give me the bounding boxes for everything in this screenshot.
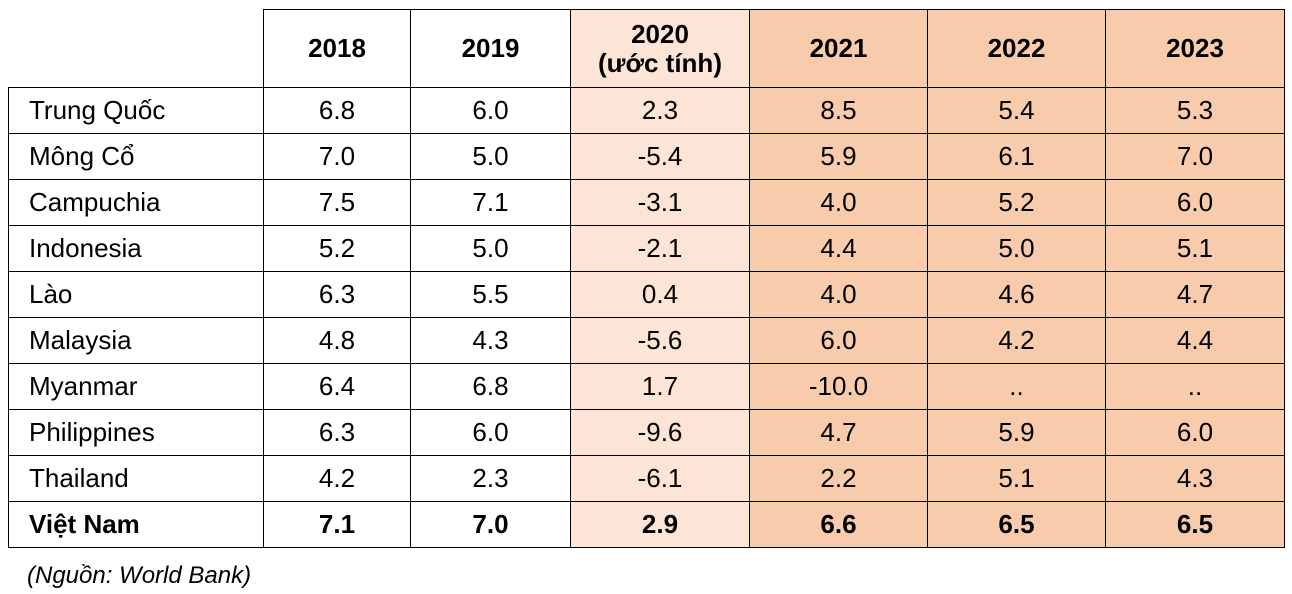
growth-value-cell: 4.2	[927, 317, 1106, 364]
growth-value-cell: 5.2	[927, 179, 1106, 226]
growth-value-cell: 6.8	[410, 363, 571, 410]
growth-value-cell: 2.3	[410, 455, 571, 502]
growth-value-cell: 4.7	[749, 409, 928, 456]
country-name: Malaysia	[8, 317, 264, 364]
growth-value-cell: 5.5	[410, 271, 571, 318]
growth-value-cell: 7.0	[410, 501, 571, 548]
growth-value-cell: 5.2	[263, 225, 411, 272]
header-corner	[8, 9, 264, 88]
growth-value-cell: 6.6	[749, 501, 928, 548]
table-body: Trung Quốc 6.8 6.0 2.3 8.5 5.4 5.3 Mông Cổ 7.0 5.…	[8, 87, 1285, 548]
table-row: Indonesia 5.2 5.0 -2.1 4.4 5.0 5.1	[8, 225, 1285, 272]
growth-value-cell: 6.5	[927, 501, 1106, 548]
growth-value-cell: 5.0	[927, 225, 1106, 272]
growth-value-cell: 5.9	[749, 133, 928, 180]
growth-value-cell: -2.1	[570, 225, 750, 272]
country-name: Philippines	[8, 409, 264, 456]
country-name: Indonesia	[8, 225, 264, 272]
growth-value-cell: 6.0	[1105, 409, 1285, 456]
growth-value-cell: 7.1	[410, 179, 571, 226]
growth-value-cell: 4.6	[927, 271, 1106, 318]
growth-value-cell: -6.1	[570, 455, 750, 502]
growth-value-cell: 6.0	[410, 409, 571, 456]
growth-value-cell: 5.9	[927, 409, 1106, 456]
col-header-2020: 2020 (ước tính)	[570, 9, 750, 88]
growth-value-cell: 7.0	[1105, 133, 1285, 180]
table-row: Mông Cổ 7.0 5.0 -5.4 5.9 6.1 7.0	[8, 133, 1285, 180]
table-row: Myanmar 6.4 6.8 1.7 -10.0....	[8, 363, 1285, 410]
growth-value-cell: ..	[927, 363, 1106, 410]
growth-value-cell: 6.0	[1105, 179, 1285, 226]
country-name: Trung Quốc	[8, 87, 264, 134]
gdp-growth-table: 2018 2019 2020 (ước tính) 2021 2022 2023…	[8, 9, 1285, 548]
growth-value-cell: 4.3	[410, 317, 571, 364]
country-name: Mông Cổ	[8, 133, 264, 180]
growth-value-cell: 5.4	[927, 87, 1106, 134]
growth-value-cell: 4.0	[749, 271, 928, 318]
growth-value-cell: 6.1	[927, 133, 1106, 180]
col-header-2018: 2018	[263, 9, 411, 88]
country-name: Việt Nam	[8, 501, 264, 548]
growth-value-cell: -9.6	[570, 409, 750, 456]
col-header-2023: 2023	[1105, 9, 1285, 88]
source-note: (Nguồn: World Bank)	[27, 562, 252, 589]
growth-value-cell: -5.6	[570, 317, 750, 364]
growth-value-cell: 4.4	[1105, 317, 1285, 364]
table-row: Việt Nam 7.1 7.0 2.9 6.6 6.5 6.5	[8, 501, 1285, 548]
growth-value-cell: 6.3	[263, 409, 411, 456]
table-row: Campuchia 7.5 7.1 -3.1 4.0 5.2 6.0	[8, 179, 1285, 226]
growth-value-cell: 4.8	[263, 317, 411, 364]
growth-value-cell: 6.0	[749, 317, 928, 364]
growth-value-cell: 5.1	[1105, 225, 1285, 272]
country-name: Myanmar	[8, 363, 264, 410]
growth-value-cell: 7.0	[263, 133, 411, 180]
growth-value-cell: 6.3	[263, 271, 411, 318]
country-name: Thailand	[8, 455, 264, 502]
growth-value-cell: 4.4	[749, 225, 928, 272]
col-header-2019: 2019	[410, 9, 571, 88]
growth-value-cell: -3.1	[570, 179, 750, 226]
growth-value-cell: -10.0	[749, 363, 928, 410]
country-name: Campuchia	[8, 179, 264, 226]
growth-value-cell: 5.3	[1105, 87, 1285, 134]
growth-value-cell: 6.8	[263, 87, 411, 134]
growth-value-cell: 2.2	[749, 455, 928, 502]
growth-value-cell: 0.4	[570, 271, 750, 318]
growth-value-cell: ..	[1105, 363, 1285, 410]
header-row: 2018 2019 2020 (ước tính) 2021 2022 2023	[8, 9, 1285, 88]
growth-value-cell: 4.7	[1105, 271, 1285, 318]
growth-value-cell: 5.0	[410, 133, 571, 180]
country-name: Lào	[8, 271, 264, 318]
col-header-2021: 2021	[749, 9, 928, 88]
growth-value-cell: 6.5	[1105, 501, 1285, 548]
growth-value-cell: 7.5	[263, 179, 411, 226]
growth-value-cell: 4.3	[1105, 455, 1285, 502]
growth-value-cell: 5.1	[927, 455, 1106, 502]
growth-value-cell: 2.3	[570, 87, 750, 134]
col-header-2022: 2022	[927, 9, 1106, 88]
growth-value-cell: -5.4	[570, 133, 750, 180]
table-row: Malaysia 4.8 4.3 -5.6 6.0 4.2 4.4	[8, 317, 1285, 364]
growth-value-cell: 7.1	[263, 501, 411, 548]
growth-value-cell: 5.0	[410, 225, 571, 272]
growth-value-cell: 1.7	[570, 363, 750, 410]
table-row: Trung Quốc 6.8 6.0 2.3 8.5 5.4 5.3	[8, 87, 1285, 134]
growth-value-cell: 6.4	[263, 363, 411, 410]
table-row: Thailand 4.2 2.3 -6.1 2.2 5.1 4.3	[8, 455, 1285, 502]
growth-value-cell: 4.0	[749, 179, 928, 226]
table-row: Lào 6.3 5.5 0.4 4.0 4.6 4.7	[8, 271, 1285, 318]
growth-value-cell: 4.2	[263, 455, 411, 502]
growth-value-cell: 8.5	[749, 87, 928, 134]
table-row: Philippines 6.3 6.0 -9.6 4.7 5.9 6.0	[8, 409, 1285, 456]
growth-value-cell: 2.9	[570, 501, 750, 548]
growth-value-cell: 6.0	[410, 87, 571, 134]
